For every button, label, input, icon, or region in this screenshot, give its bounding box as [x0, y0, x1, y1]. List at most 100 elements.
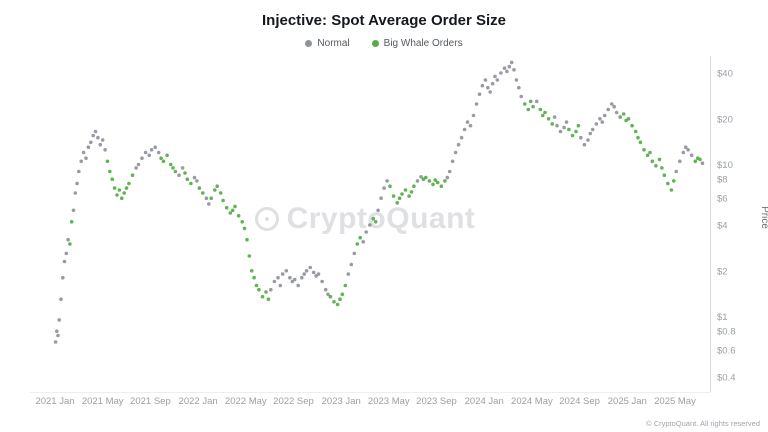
data-point: [364, 230, 369, 234]
data-point: [316, 272, 321, 276]
data-point: [409, 190, 414, 194]
data-point: [582, 142, 587, 147]
data-point: [290, 279, 295, 284]
data-point: [249, 269, 254, 273]
y-tick-label: $6: [717, 194, 728, 205]
data-point: [415, 179, 420, 183]
data-point: [574, 129, 578, 134]
data-point: [439, 184, 444, 188]
data-point: [431, 182, 435, 187]
x-tick-label: 2021 Sep: [130, 396, 171, 407]
data-point: [280, 272, 285, 276]
y-tick-label: $0.4: [717, 373, 736, 384]
data-point: [462, 127, 467, 132]
data-point: [84, 156, 88, 160]
data-point: [276, 275, 280, 280]
data-point: [173, 169, 178, 174]
data-point: [228, 211, 233, 215]
data-point: [447, 169, 452, 174]
data-point: [468, 123, 473, 128]
data-point: [698, 157, 702, 162]
data-point: [689, 153, 694, 158]
data-point: [77, 169, 81, 174]
data-point: [117, 188, 122, 192]
data-point: [505, 69, 509, 74]
data-point: [136, 162, 141, 167]
data-point: [526, 107, 531, 112]
data-point: [419, 175, 423, 179]
data-point: [149, 148, 154, 152]
data-point: [610, 102, 614, 106]
x-tick-label: 2025 May: [654, 396, 696, 407]
data-point: [371, 216, 376, 221]
data-point: [502, 66, 507, 70]
data-point: [594, 122, 599, 126]
data-point: [311, 270, 316, 275]
data-point: [614, 110, 619, 115]
data-point: [110, 177, 114, 181]
data-point: [266, 297, 271, 302]
data-point: [224, 205, 229, 210]
data-point: [335, 302, 340, 307]
data-point: [233, 204, 237, 209]
data-point: [269, 287, 273, 292]
data-point: [606, 107, 610, 112]
legend-item-normal[interactable]: Normal: [305, 38, 350, 49]
data-point: [300, 275, 304, 280]
data-point: [308, 265, 313, 270]
data-point: [103, 148, 107, 152]
data-point: [215, 184, 219, 188]
data-point: [576, 123, 581, 128]
data-point: [456, 142, 461, 147]
copyright-notice: © CryptoQuant. All rights reserved: [646, 419, 760, 428]
data-point: [600, 120, 605, 124]
data-point: [320, 279, 324, 284]
data-point: [483, 78, 488, 82]
y-tick-label: $4: [717, 221, 728, 232]
data-point: [346, 272, 351, 276]
data-point: [693, 159, 698, 164]
data-point: [221, 198, 225, 203]
data-point: [53, 340, 58, 344]
data-point: [296, 283, 301, 288]
x-tick-label: 2021 May: [82, 396, 124, 407]
data-point: [284, 269, 289, 273]
data-point: [302, 272, 307, 276]
data-point: [579, 135, 583, 140]
data-point: [183, 171, 187, 175]
data-point: [292, 277, 297, 282]
data-point: [443, 179, 447, 183]
data-point: [543, 110, 547, 115]
data-point: [662, 173, 667, 177]
data-point: [509, 60, 514, 65]
data-point: [130, 173, 135, 177]
data-point: [156, 150, 161, 155]
data-point: [75, 181, 79, 186]
data-point: [683, 145, 688, 149]
big-whale-series-dot-icon: [371, 40, 379, 47]
legend-item-big-whale-orders[interactable]: Big Whale Orders: [371, 38, 463, 49]
data-point: [567, 127, 571, 132]
data-point: [650, 159, 655, 164]
data-point: [245, 237, 249, 242]
data-point: [147, 153, 151, 158]
data-point: [71, 208, 76, 213]
data-point: [207, 202, 211, 206]
data-point: [674, 169, 678, 174]
y-tick-label: $0.6: [717, 346, 736, 357]
data-point: [514, 78, 519, 82]
data-point: [612, 104, 616, 109]
data-point: [480, 83, 485, 88]
data-point: [666, 181, 670, 186]
x-tick-label: 2025 Jan: [608, 396, 647, 407]
data-point: [153, 145, 157, 149]
y-tick-label: $8: [717, 175, 728, 186]
data-point: [68, 242, 72, 246]
data-point: [590, 127, 595, 132]
chart-title: Injective: Spot Average Order Size: [262, 12, 506, 29]
data-point: [368, 223, 372, 227]
data-point: [618, 115, 622, 119]
data-point: [669, 188, 674, 192]
data-point: [517, 85, 521, 90]
